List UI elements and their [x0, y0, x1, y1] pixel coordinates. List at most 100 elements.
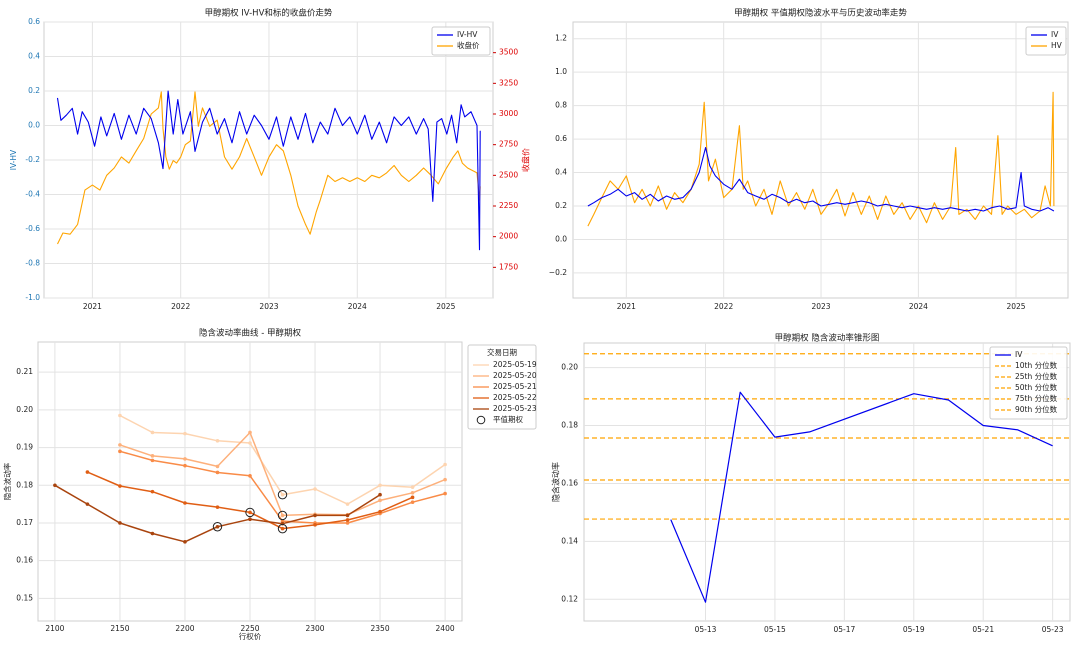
y2-tick-label: 1750	[499, 262, 518, 271]
smile-point	[410, 491, 415, 495]
smile-point	[378, 483, 382, 488]
y-tick-label: 1.2	[555, 34, 567, 43]
smile-point	[118, 484, 122, 488]
chart-title: 甲醇期权 IV-HV和标的收盘价走势	[205, 8, 333, 19]
y-tick-label: -0.4	[25, 190, 40, 199]
smile-point	[183, 431, 187, 436]
smile-point	[345, 521, 350, 525]
y-tick-label: 1.0	[555, 67, 567, 76]
chart-title: 甲醇期权 平值期权隐波水平与历史波动率走势	[734, 8, 907, 19]
smile-point	[443, 477, 447, 482]
smile-point	[280, 513, 285, 518]
chart-iv-cone: 0.12 0.14 0.16 0.18 0.20 05-13 05-15 05-17 05-19…	[551, 333, 1071, 634]
smile-point	[280, 492, 285, 497]
smile-point	[53, 483, 57, 488]
x-tick-label: 2025	[1006, 302, 1025, 311]
smile-point	[150, 458, 155, 463]
x-tick-label: 05-19	[903, 625, 925, 634]
legend-label-hv: HV	[1051, 41, 1063, 50]
y-tick-label: 0.4	[555, 168, 567, 177]
smile-point	[443, 491, 447, 496]
y2-axis-label: 收盘价	[521, 148, 531, 172]
legend-label-iv: IV	[1051, 30, 1059, 39]
legend-label-atm: 平值期权	[493, 414, 523, 424]
smile-point	[118, 413, 122, 418]
x-tick-label: 2250	[240, 624, 259, 633]
x-tick-label: 2150	[110, 624, 129, 633]
smile-point	[183, 501, 187, 505]
smile-point	[248, 474, 252, 478]
x-tick-label: 05-13	[695, 625, 717, 634]
smile-point	[313, 523, 317, 527]
y-tick-label: 0.12	[561, 594, 578, 603]
chart-title: 甲醇期权 隐含波动率锥形图	[775, 333, 880, 344]
y-tick-label: −0.2	[549, 268, 567, 277]
legend-label-p2: 50th 分位数	[1015, 382, 1058, 392]
y-tick-label: 0.20	[16, 405, 33, 414]
smile-point	[410, 500, 415, 505]
x-tick-label: 05-23	[1042, 625, 1064, 634]
chart-atm-iv-hv: −0.2 0.0 0.2 0.4 0.6 0.8 1.0 1.2 2021 2022 2023 202…	[549, 8, 1069, 311]
atm-marker	[277, 489, 288, 500]
smile-point	[280, 526, 285, 531]
smile-point	[378, 509, 382, 514]
legend-label-close: 收盘价	[457, 40, 480, 50]
x-tick-label: 2022	[714, 302, 733, 311]
legend	[467, 344, 537, 430]
y-tick-label: 0.19	[16, 443, 33, 452]
smile-line-2025-05-21	[119, 450, 446, 524]
legend-title: 交易日期	[487, 347, 517, 357]
legend-label-2025-05-23: 2025-05-23	[493, 404, 537, 413]
smile-point	[443, 462, 447, 467]
smile-point	[248, 430, 252, 435]
x-tick-label: 05-15	[764, 625, 786, 634]
y2-tick-label: 2500	[499, 170, 518, 179]
smile-point	[280, 519, 285, 523]
smile-point	[150, 454, 155, 458]
atm-marker	[277, 523, 288, 534]
series-line-iv	[670, 391, 1053, 603]
y-axis-label: IV-HV	[9, 149, 18, 170]
y-tick-label: 0.18	[561, 421, 578, 430]
y-tick-label: 0.8	[555, 101, 567, 110]
x-tick-label: 05-17	[833, 625, 855, 634]
smile-line-2025-05-23	[54, 484, 381, 543]
smile-point	[183, 463, 187, 468]
y2-tick-label: 2750	[499, 140, 518, 149]
legend-label-p4: 90th 分位数	[1015, 404, 1058, 414]
x-tick-label: 2200	[175, 624, 194, 633]
series-line-iv	[587, 146, 1055, 212]
smile-point	[248, 441, 252, 445]
smile-point	[118, 449, 122, 454]
smile-point	[215, 505, 220, 509]
x-tick-label: 2300	[305, 624, 324, 633]
smile-line-2025-05-20	[119, 431, 446, 517]
y-tick-label: 0.6	[28, 17, 40, 26]
smile-point	[85, 470, 90, 474]
legend-label-2025-05-22: 2025-05-22	[493, 393, 537, 402]
series-line-close-price	[57, 91, 481, 245]
smile-point	[150, 430, 155, 435]
smile-point	[313, 513, 317, 518]
smile-point	[150, 489, 155, 494]
y-tick-label: -0.8	[25, 259, 40, 268]
y2-tick-label: 3000	[499, 109, 518, 118]
smile-point	[248, 517, 252, 522]
y-tick-label: 0.14	[561, 536, 578, 545]
smile-point	[345, 513, 350, 518]
chart-iv-smile: 0.15 0.16 0.17 0.18 0.19 0.20 0.21 2100 2150 2200…	[2, 328, 537, 642]
legend-label-iv-hv: IV-HV	[457, 30, 478, 39]
smile-point	[410, 495, 415, 500]
y2-tick-label: 3500	[499, 48, 518, 57]
legend-label-p3: 75th 分位数	[1015, 393, 1058, 403]
y-tick-label: 0.17	[16, 518, 33, 527]
y-tick-label: -0.2	[25, 155, 40, 164]
legend	[989, 346, 1068, 420]
y2-tick-label: 2000	[499, 232, 518, 241]
y2-tick-label: 3250	[499, 78, 518, 87]
smile-point	[215, 464, 220, 469]
smile-point	[345, 518, 350, 522]
y-tick-label: 0.0	[28, 121, 40, 130]
plot-frame	[572, 21, 1069, 299]
